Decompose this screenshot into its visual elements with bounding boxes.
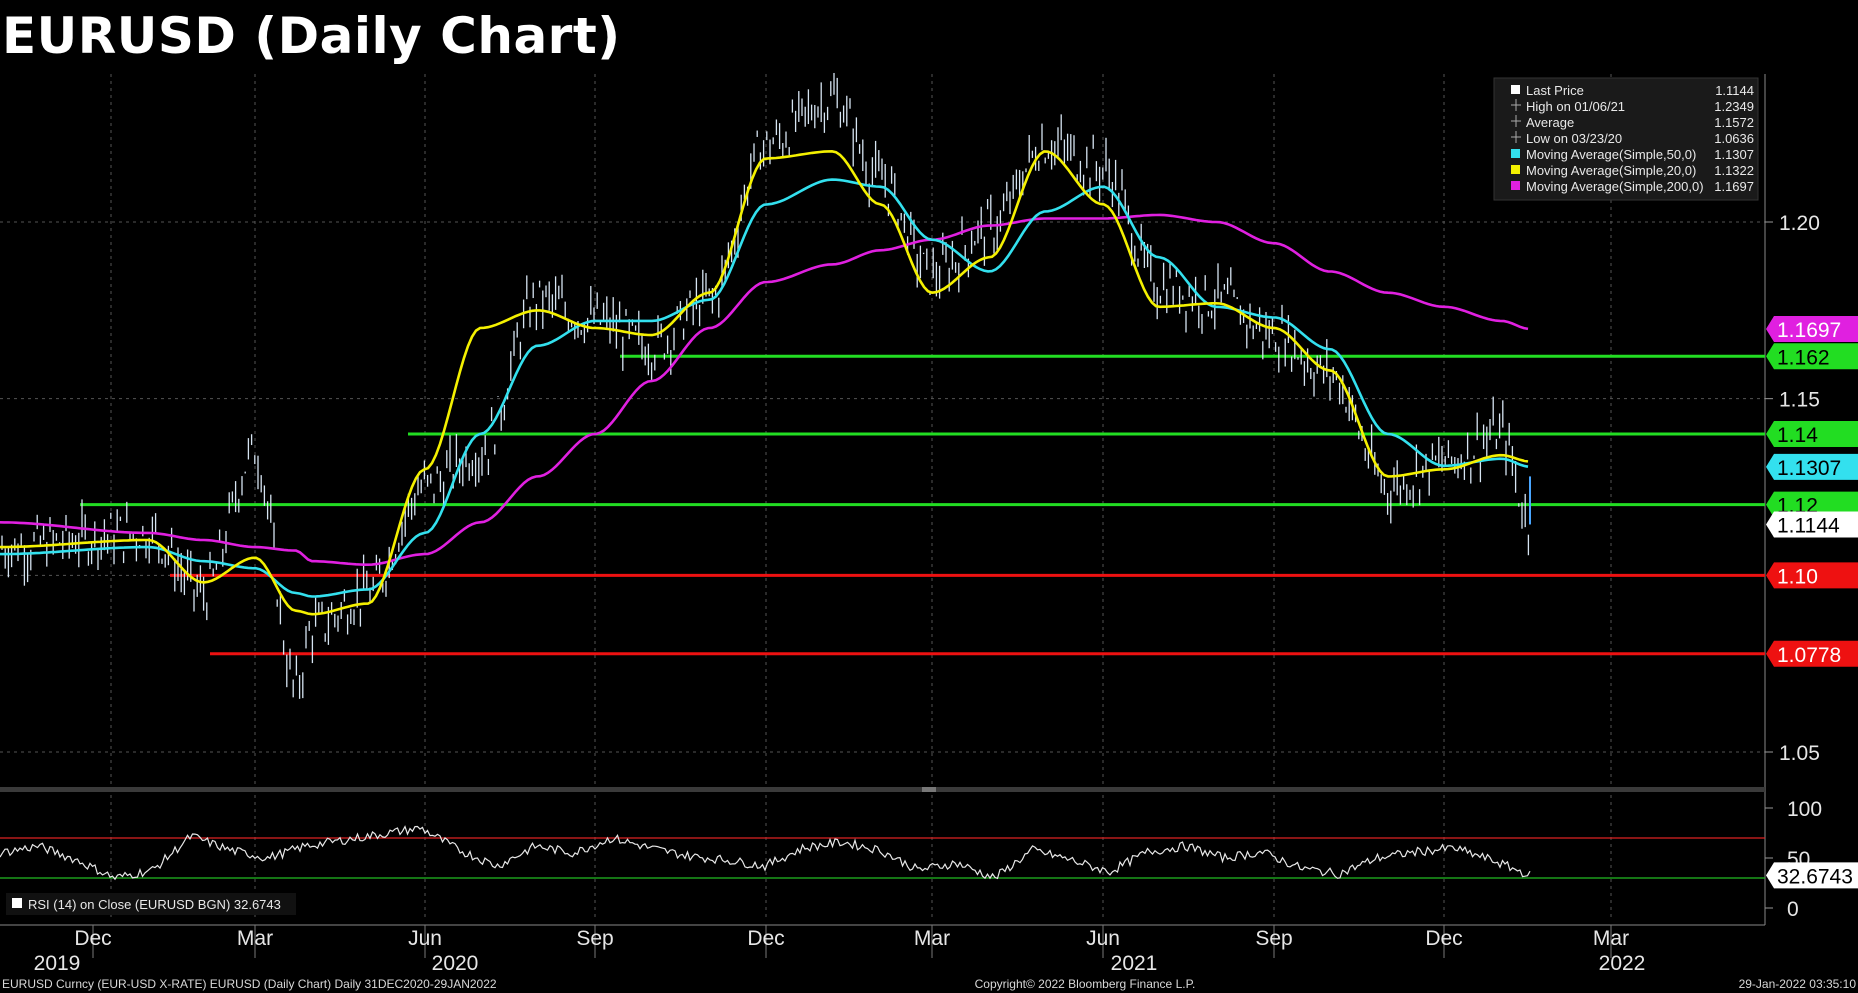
x-tick-label: Dec	[74, 927, 111, 950]
x-tick-label: Dec	[747, 927, 784, 950]
ma200-line	[0, 213, 1529, 566]
rsi-value-tag: 32.6743	[1766, 862, 1858, 889]
footer-left: EURUSD Curncy (EUR-USD X-RATE) EURUSD (D…	[2, 977, 497, 991]
legend-background	[1493, 77, 1759, 201]
rsi-value-label: 32.6743	[1777, 865, 1853, 888]
price-series	[1, 72, 1531, 699]
legend-label: Low on 03/23/20	[1526, 131, 1622, 146]
x-tick-label: Jun	[408, 927, 442, 950]
rsi-legend: RSI (14) on Close (EURUSD BGN) 32.6743	[6, 893, 296, 915]
price-tag-background	[1766, 511, 1858, 538]
price-tag-background	[1766, 421, 1858, 447]
chart-title: EURUSD (Daily Chart)	[2, 7, 621, 65]
price-tag-label: 1.0778	[1777, 644, 1841, 667]
legend-value: 1.1572	[1714, 115, 1754, 130]
price-tag-label: 1.1697	[1777, 319, 1841, 342]
price-tag-background	[1766, 640, 1858, 667]
support-resistance-lines	[80, 354, 1765, 656]
legend-value: 1.1322	[1714, 163, 1754, 178]
ma20-line	[0, 149, 1529, 616]
x-tick-label: Sep	[576, 927, 613, 950]
price-tag-label: 1.162	[1777, 346, 1830, 369]
y-tick-label: 1.20	[1779, 212, 1820, 235]
legend-value: 1.1307	[1714, 147, 1754, 162]
legend-label: High on 01/06/21	[1526, 99, 1625, 114]
price-tag-background	[1766, 491, 1858, 518]
ma50-line	[0, 178, 1529, 598]
price-tag-label: 1.10	[1777, 565, 1818, 588]
legend-label: Last Price	[1526, 83, 1584, 98]
price-tag-label: 1.1144	[1777, 514, 1840, 537]
y-tick-label: 1.15	[1779, 389, 1820, 412]
panel-resize-handle[interactable]	[922, 787, 936, 792]
legend-entry: Average 1.1572	[1511, 115, 1754, 130]
average-marker-icon	[1511, 115, 1521, 127]
legend-label: Moving Average(Simple,50,0)	[1526, 147, 1696, 162]
rsi-legend-label: RSI (14) on Close (EURUSD BGN) 32.6743	[28, 897, 281, 912]
footer-timestamp: 29-Jan-2022 03:35:10	[1739, 977, 1857, 991]
price-tag-1.1307: 1.1307	[1766, 453, 1858, 480]
footer-copyright: Copyright© 2022 Bloomberg Finance L.P.	[975, 977, 1196, 991]
year-label: 2020	[432, 952, 479, 975]
price-tag-background	[1766, 316, 1858, 343]
low-marker-icon	[1511, 131, 1521, 143]
rsi-tick-label: 0	[1787, 898, 1799, 921]
y-tick-label: 1.05	[1779, 742, 1820, 765]
date-axis: Dec Mar Jun Sep Dec Mar Jun Sep Dec Mar 2019 2020 20…	[0, 924, 1765, 975]
square-icon	[1511, 165, 1520, 174]
x-tick-label: Dec	[1425, 927, 1462, 950]
price-tag-1.162: 1.162	[1766, 343, 1858, 370]
price-tag-background	[1766, 562, 1858, 589]
legend-entry: Moving Average(Simple,50,0) 1.1307	[1511, 147, 1754, 162]
panel-divider[interactable]	[0, 787, 1765, 792]
price-axis: 1.05 1.15 1.20	[1765, 212, 1820, 765]
legend-value: 1.0636	[1714, 131, 1754, 146]
x-tick-label: Jun	[1086, 927, 1120, 950]
high-marker-icon	[1511, 99, 1521, 111]
square-icon	[12, 898, 22, 908]
price-tag-1.1144: 1.1144	[1766, 511, 1858, 538]
price-tag-1.10: 1.10	[1766, 562, 1858, 589]
price-tag-1.14: 1.14	[1766, 421, 1858, 447]
year-label: 2021	[1111, 952, 1158, 975]
price-tag-1.0778: 1.0778	[1766, 640, 1858, 667]
footer: EURUSD Curncy (EUR-USD X-RATE) EURUSD (D…	[2, 977, 1856, 991]
price-tag-background	[1766, 343, 1858, 370]
legend-label: Moving Average(Simple,200,0)	[1526, 179, 1704, 194]
price-tag-background	[1766, 453, 1858, 480]
legend-entry: Last Price 1.1144	[1511, 83, 1754, 98]
legend-value: 1.1697	[1714, 179, 1754, 194]
rsi-line	[0, 825, 1531, 881]
price-tag-label: 1.1307	[1777, 457, 1841, 480]
legend-entry: High on 01/06/21 1.2349	[1511, 99, 1754, 114]
legend-entry: Low on 03/23/20 1.0636	[1511, 131, 1754, 146]
legend-value: 1.1144	[1715, 83, 1754, 98]
x-tick-label: Mar	[914, 927, 950, 950]
x-tick-label: Mar	[237, 927, 273, 950]
legend-entry: Moving Average(Simple,200,0) 1.1697	[1511, 179, 1754, 194]
year-label: 2019	[34, 952, 81, 975]
year-label: 2022	[1599, 952, 1646, 975]
rsi-tick-label: 100	[1787, 798, 1822, 821]
square-icon	[1511, 149, 1520, 158]
rsi-legend-background	[6, 893, 296, 915]
price-tags: 1.16971.1621.141.13071.121.11441.101.077…	[1766, 316, 1858, 667]
x-tick-label: Mar	[1593, 927, 1629, 950]
legend-label: Moving Average(Simple,20,0)	[1526, 163, 1696, 178]
legend-label: Average	[1526, 115, 1574, 130]
square-icon	[1511, 181, 1520, 190]
price-tag-1.1697: 1.1697	[1766, 316, 1858, 343]
x-tick-label: Sep	[1255, 927, 1292, 950]
square-icon	[1511, 85, 1520, 94]
legend-value: 1.2349	[1714, 99, 1754, 114]
price-tag-label: 1.14	[1777, 424, 1818, 447]
legend-entry: Moving Average(Simple,20,0) 1.1322	[1511, 163, 1754, 178]
moving-averages	[0, 149, 1529, 616]
rsi-value-tag-background	[1766, 862, 1858, 889]
